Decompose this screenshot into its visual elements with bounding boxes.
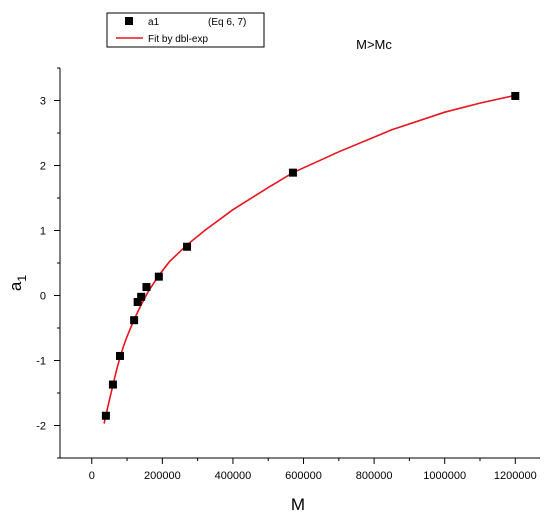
data-point-a1 [116, 351, 124, 360]
data-point-a1 [142, 283, 151, 292]
x-axis-ticks: 0 200000 400000 600000 800000 1000000 1200000 [89, 458, 537, 482]
fit-curve-group [103, 94, 516, 424]
data-point-a1 [108, 380, 117, 389]
legend-square-marker [125, 17, 133, 25]
data-point-a1 [288, 168, 297, 177]
y-tick-label: 1 [40, 226, 46, 238]
y-tick-label: -1 [36, 356, 46, 368]
x-tick-label: 0 [89, 470, 95, 482]
chart-title: M>Mc [356, 37, 392, 52]
legend-label-points: a1 [148, 17, 160, 28]
y-axis-title-subscript: 1 [15, 275, 29, 282]
x-tick-label: 600000 [285, 470, 322, 482]
legend-label-fit: Fit by dbl-exp [148, 34, 208, 45]
y-axis-title-main: a [6, 281, 25, 291]
legend: a1 (Eq 6, 7) Fit by dbl-exp [106, 12, 265, 48]
y-axis-ticks: -2 -1 0 1 2 3 [36, 67, 60, 459]
fit-curve-line [103, 94, 516, 424]
y-tick-label: -2 [36, 421, 46, 433]
x-tick-label: 800000 [356, 470, 393, 482]
svg-text:a1: a1 [6, 275, 29, 291]
data-point-a1 [183, 242, 192, 251]
x-tick-label: 1200000 [494, 470, 537, 482]
data-point-a1 [101, 411, 110, 420]
data-point-a1 [130, 316, 139, 325]
x-tick-label: 400000 [215, 470, 252, 482]
x-tick-label: 1000000 [423, 470, 466, 482]
y-axis-title: a1 [6, 275, 29, 291]
legend-box [106, 12, 265, 48]
x-axis-title: M [291, 495, 305, 514]
data-point-a1 [154, 272, 163, 281]
y-tick-label: 2 [40, 161, 46, 173]
y-tick-label: 0 [40, 291, 46, 303]
axes [59, 68, 540, 459]
data-point-a1 [511, 91, 520, 100]
legend-note-points: (Eq 6, 7) [208, 17, 246, 28]
y-tick-label: 3 [40, 96, 46, 108]
data-point-a1 [137, 292, 146, 301]
x-tick-label: 200000 [144, 470, 181, 482]
data-point-a1 [133, 298, 142, 306]
data-points-group [101, 91, 520, 420]
